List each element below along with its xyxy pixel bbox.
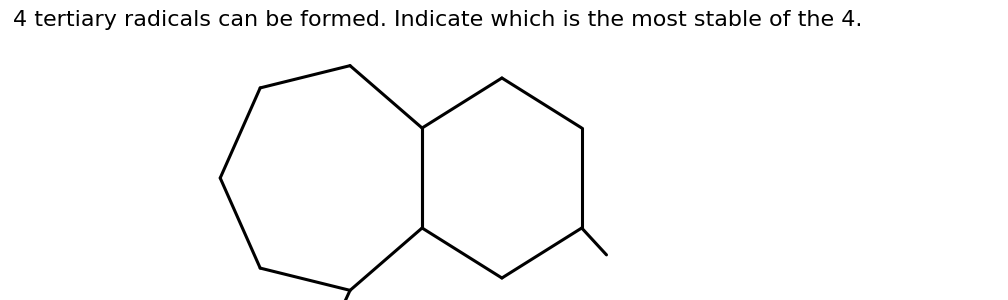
Text: 4 tertiary radicals can be formed. Indicate which is the most stable of the 4.: 4 tertiary radicals can be formed. Indic… <box>13 10 862 30</box>
